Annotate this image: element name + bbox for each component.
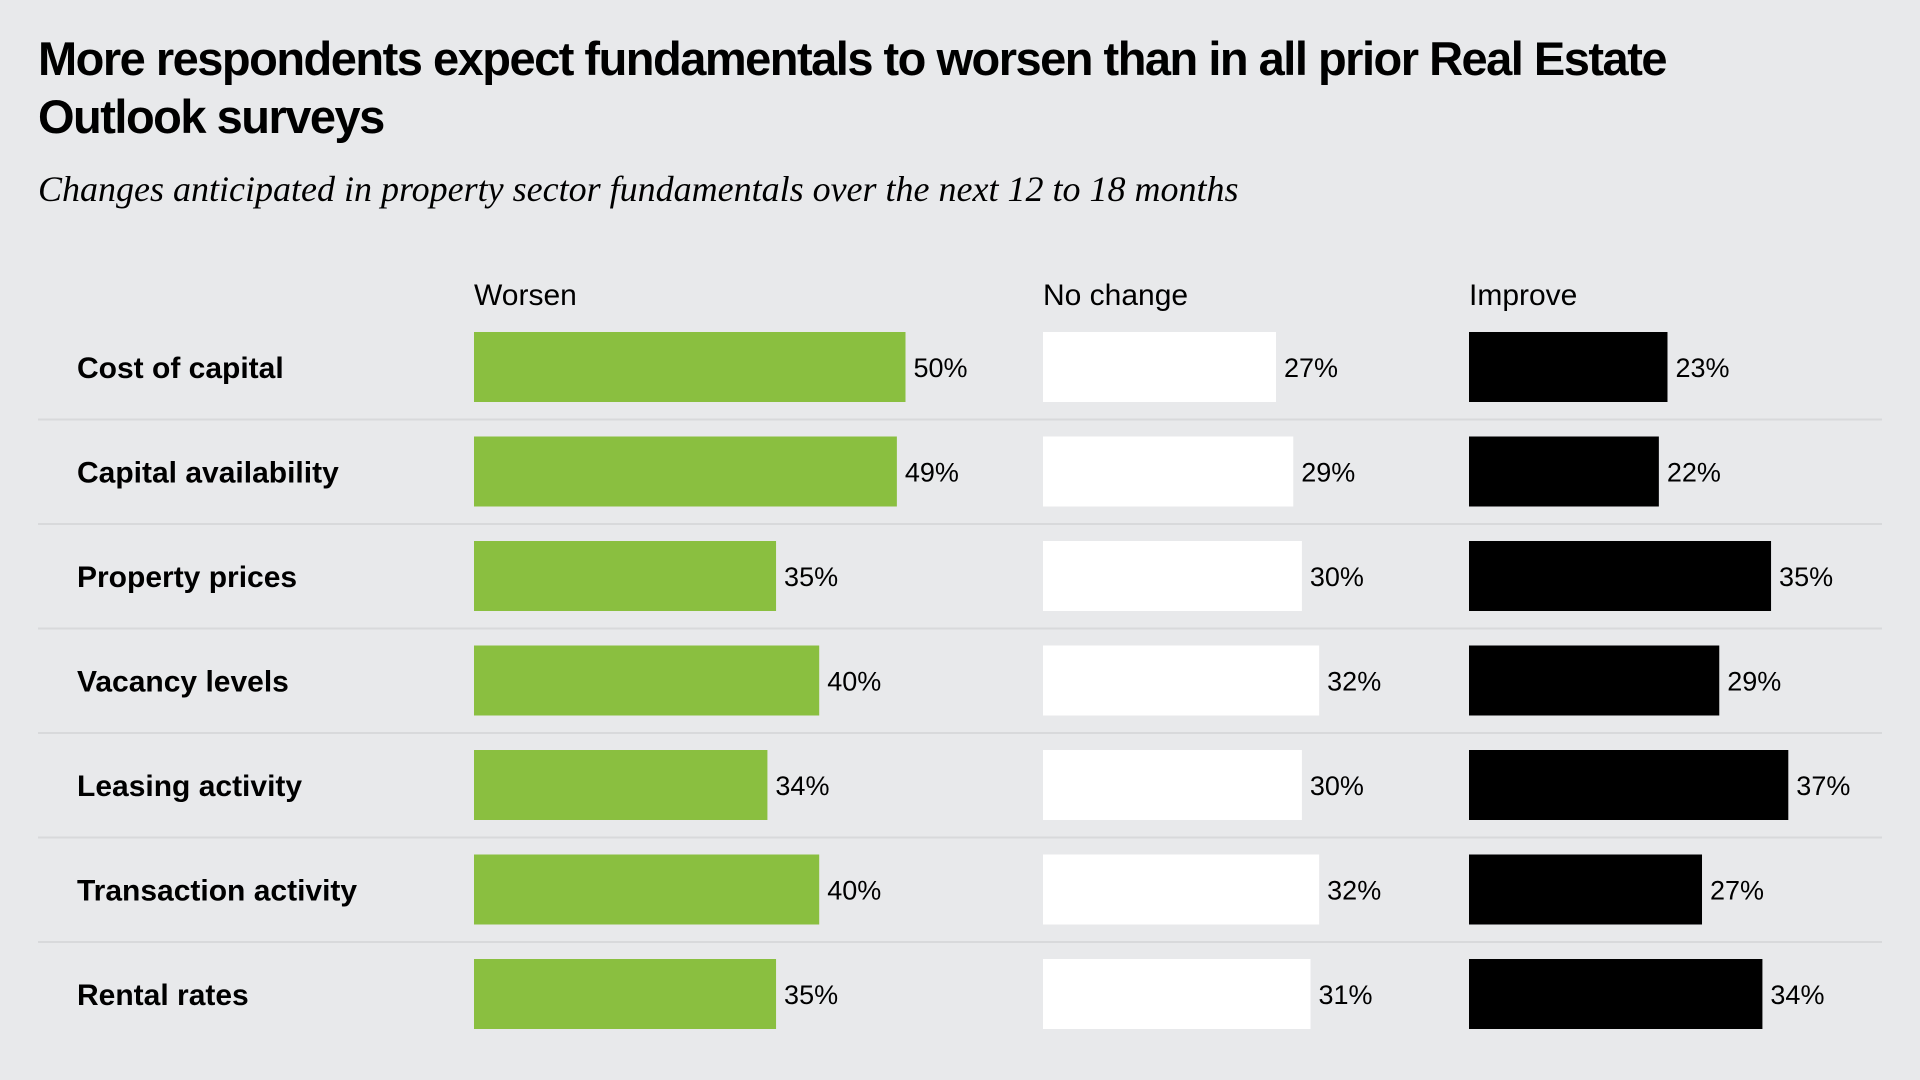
bar-improve-cost-of-capital [1469,332,1668,402]
data-label-worsen-vacancy-levels: 40% [827,667,881,697]
bar-no-change-property-prices [1043,541,1302,611]
bar-no-change-transaction-activity [1043,854,1320,925]
data-label-no-change-property-prices: 30% [1310,562,1364,592]
data-label-improve-leasing-activity: 37% [1796,771,1850,801]
data-label-improve-transaction-activity: 27% [1710,876,1764,906]
data-label-improve-vacancy-levels: 29% [1727,667,1781,697]
category-label-rental-rates: Rental rates [77,979,249,1012]
bar-improve-capital-availability [1469,436,1659,507]
category-label-capital-availability: Capital availability [77,457,339,490]
data-label-improve-property-prices: 35% [1779,562,1833,592]
bar-improve-property-prices [1469,541,1772,611]
data-label-no-change-cost-of-capital: 27% [1284,353,1338,383]
bar-worsen-rental-rates [474,959,777,1029]
bar-no-change-leasing-activity [1043,750,1302,820]
bar-improve-rental-rates [1469,959,1763,1029]
category-label-property-prices: Property prices [77,561,297,594]
category-label-transaction-activity: Transaction activity [77,875,357,908]
bar-improve-vacancy-levels [1469,645,1720,716]
bar-no-change-vacancy-levels [1043,645,1320,716]
column-header-improve: Improve [1469,279,1577,312]
column-header-worsen: Worsen [474,279,577,312]
bar-no-change-capital-availability [1043,436,1294,507]
data-label-no-change-vacancy-levels: 32% [1327,667,1381,697]
category-label-cost-of-capital: Cost of capital [77,352,284,385]
bar-worsen-leasing-activity [474,750,768,820]
data-label-no-change-transaction-activity: 32% [1327,876,1381,906]
data-label-worsen-capital-availability: 49% [905,458,959,488]
data-label-worsen-rental-rates: 35% [784,980,838,1010]
bar-improve-leasing-activity [1469,750,1789,820]
bar-worsen-vacancy-levels [474,645,820,716]
chart-title: More respondents expect fundamentals to … [38,32,1667,143]
data-label-no-change-rental-rates: 31% [1319,980,1373,1010]
bar-improve-transaction-activity [1469,854,1703,925]
chart-subtitle: Changes anticipated in property sector f… [38,169,1239,209]
data-label-worsen-cost-of-capital: 50% [914,353,968,383]
bar-no-change-cost-of-capital [1043,332,1277,402]
data-label-no-change-capital-availability: 29% [1301,458,1355,488]
bar-worsen-transaction-activity [474,854,820,925]
category-label-vacancy-levels: Vacancy levels [77,666,289,699]
data-label-no-change-leasing-activity: 30% [1310,771,1364,801]
bar-worsen-capital-availability [474,436,897,507]
data-label-worsen-property-prices: 35% [784,562,838,592]
data-label-worsen-leasing-activity: 34% [775,771,829,801]
data-label-improve-rental-rates: 34% [1770,980,1824,1010]
bar-no-change-rental-rates [1043,959,1311,1029]
category-label-leasing-activity: Leasing activity [77,770,302,803]
data-label-improve-capital-availability: 22% [1667,458,1721,488]
bar-worsen-cost-of-capital [474,332,906,402]
bar-worsen-property-prices [474,541,777,611]
column-header-no-change: No change [1043,279,1188,312]
data-label-worsen-transaction-activity: 40% [827,876,881,906]
data-label-improve-cost-of-capital: 23% [1675,353,1729,383]
